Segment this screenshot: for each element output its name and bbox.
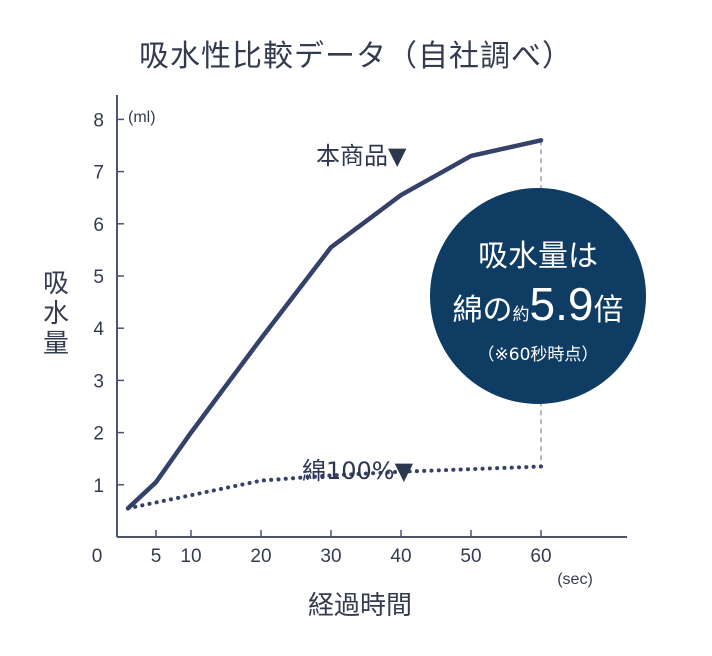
- series-group: [125, 138, 544, 511]
- x-tick-label: 10: [180, 546, 201, 567]
- ratio-badge-suffix: 倍: [593, 293, 623, 328]
- axes: [116, 95, 627, 538]
- y-tick-label: 2: [93, 424, 104, 445]
- x-tick-label: 40: [390, 546, 411, 567]
- y-axis-label-char: 吸: [43, 269, 69, 299]
- x-axis-label: 経過時間: [308, 591, 412, 621]
- x-tick-label: 50: [460, 546, 481, 567]
- series-label-cotton: 綿100%▼: [302, 457, 414, 485]
- y-axis-label-char: 量: [43, 329, 69, 359]
- ratio-badge-circle: [430, 188, 646, 404]
- x-tick-label: 20: [250, 546, 271, 567]
- y-tick-label: 4: [93, 319, 104, 340]
- ratio-badge-note: （※60秒時点）: [478, 345, 599, 365]
- y-tick-labels: 1 2 3 4 5 6 7 8: [93, 110, 124, 497]
- ratio-badge-line2: 綿の約5.9倍: [453, 278, 624, 330]
- x-unit-label: (sec): [557, 571, 593, 588]
- chart-title: 吸水性比較データ（自社調べ）: [139, 39, 573, 74]
- series-line-cotton: [126, 464, 543, 511]
- series-line-product: [125, 138, 544, 511]
- x-tick-label: 5: [151, 546, 162, 567]
- y-unit-label: (ml): [128, 109, 156, 126]
- ratio-badge-approx: 約: [513, 305, 530, 325]
- series-label-product: 本商品▼: [316, 142, 407, 170]
- ratio-badge-line1: 吸水量は: [478, 239, 598, 274]
- y-axis-label-char: 水: [43, 299, 69, 329]
- x-tick-label: 30: [320, 546, 341, 567]
- x-tick-labels: 5 10 20 30 40 50 60: [151, 530, 552, 567]
- origin-label: 0: [92, 546, 103, 567]
- y-tick-label: 6: [93, 215, 104, 236]
- ratio-badge: 吸水量は 綿の約5.9倍 （※60秒時点）: [430, 188, 646, 404]
- x-tick-label: 60: [530, 546, 551, 567]
- y-tick-label: 8: [93, 110, 104, 131]
- ratio-badge-number: 5.9: [530, 278, 594, 330]
- y-axis-label: 吸水量: [43, 269, 69, 359]
- ratio-badge-prefix: 綿の: [453, 293, 513, 328]
- y-tick-label: 5: [93, 267, 104, 288]
- y-tick-label: 1: [93, 476, 104, 497]
- y-tick-label: 3: [93, 371, 104, 392]
- y-tick-label: 7: [93, 163, 104, 184]
